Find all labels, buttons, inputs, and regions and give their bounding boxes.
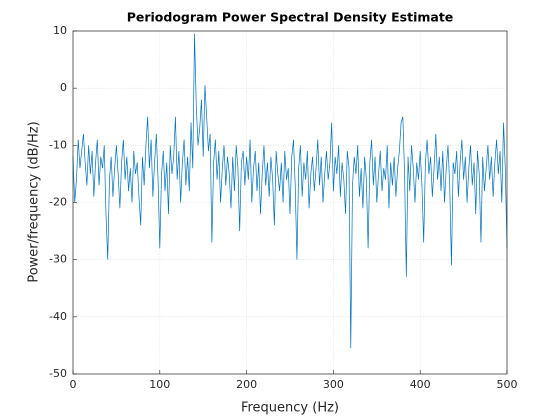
x-tick-label: 300 (323, 378, 344, 391)
y-tick-label: -50 (49, 367, 67, 380)
data-line (72, 33, 508, 349)
y-tick-label: -20 (49, 196, 67, 209)
x-tick-label: 0 (70, 378, 77, 391)
y-axis-label: Power/frequency (dB/Hz) (27, 121, 42, 282)
x-tick-label: 100 (149, 378, 170, 391)
y-tick-label: -10 (49, 138, 67, 151)
y-tick-label: -30 (49, 253, 67, 266)
axes-box (72, 30, 508, 375)
x-tick-label: 200 (236, 378, 257, 391)
x-axis-label: Frequency (Hz) (241, 401, 339, 416)
chart-title: Periodogram Power Spectral Density Estim… (127, 10, 454, 25)
x-tick-label: 400 (410, 378, 431, 391)
x-tick-label: 500 (497, 378, 518, 391)
y-tick-label: 10 (53, 24, 67, 37)
y-tick-label: 0 (60, 81, 67, 94)
y-tick-label: -40 (49, 310, 67, 323)
